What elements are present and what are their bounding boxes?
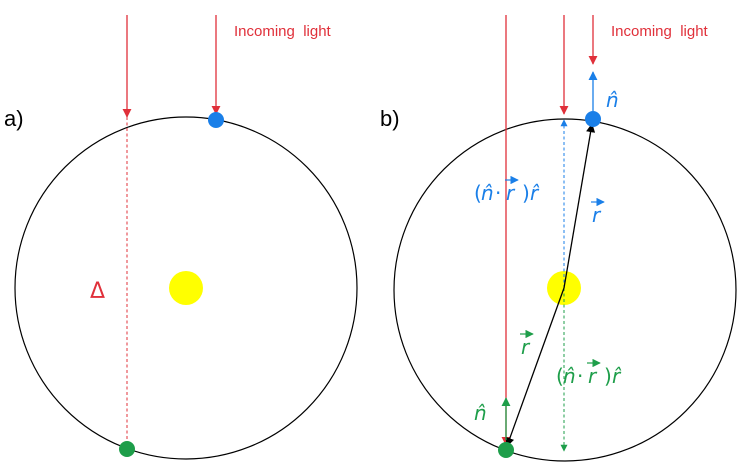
panel-a: a) Incoming light Δ	[4, 15, 358, 460]
n-hat-blue-label: n̂	[606, 88, 619, 112]
panel-b: b) Incoming light n̂ n̂ r r	[380, 15, 737, 462]
formula-green-close: )	[604, 364, 612, 388]
panel-b-label: b)	[380, 106, 400, 131]
vector-r-down	[505, 287, 565, 447]
formula-green-open: (	[556, 364, 564, 388]
planet-blue-a	[208, 112, 224, 128]
vector-r-up	[563, 123, 596, 289]
incoming-light-label-b: Incoming light	[611, 23, 709, 40]
formula-green-n: n̂	[563, 364, 576, 388]
formula-blue-open: (	[474, 181, 482, 205]
formula-blue-n: n̂	[481, 181, 494, 205]
formula-blue-r: r	[506, 181, 516, 205]
planet-green-a	[119, 441, 135, 457]
orbit-circle-b	[393, 118, 737, 462]
n-hat-green-label: n̂	[474, 401, 487, 425]
formula-blue-dot: ·	[495, 181, 501, 205]
svg-text:r: r	[521, 335, 531, 359]
projection-formula-blue: ( n̂ · r ) r̂	[474, 175, 540, 205]
r-label-blue: r	[591, 197, 605, 227]
star-a	[169, 271, 203, 305]
incoming-light-label-a: Incoming light	[234, 23, 332, 40]
formula-green-dot: ·	[577, 364, 583, 388]
formula-green-rhat: r̂	[612, 364, 622, 388]
formula-green-r: r	[588, 364, 598, 388]
planet-green-b	[498, 442, 514, 458]
formula-blue-close: )	[522, 181, 530, 205]
panel-a-label: a)	[4, 106, 24, 131]
svg-text:r: r	[592, 203, 602, 227]
r-label-green: r	[520, 329, 534, 359]
delta-label: Δ	[90, 279, 105, 304]
projection-formula-green: ( n̂ · r ) r̂	[556, 358, 622, 388]
formula-blue-rhat: r̂	[530, 181, 540, 205]
planet-blue-b	[585, 111, 601, 127]
orbit-circle-a	[14, 116, 358, 460]
